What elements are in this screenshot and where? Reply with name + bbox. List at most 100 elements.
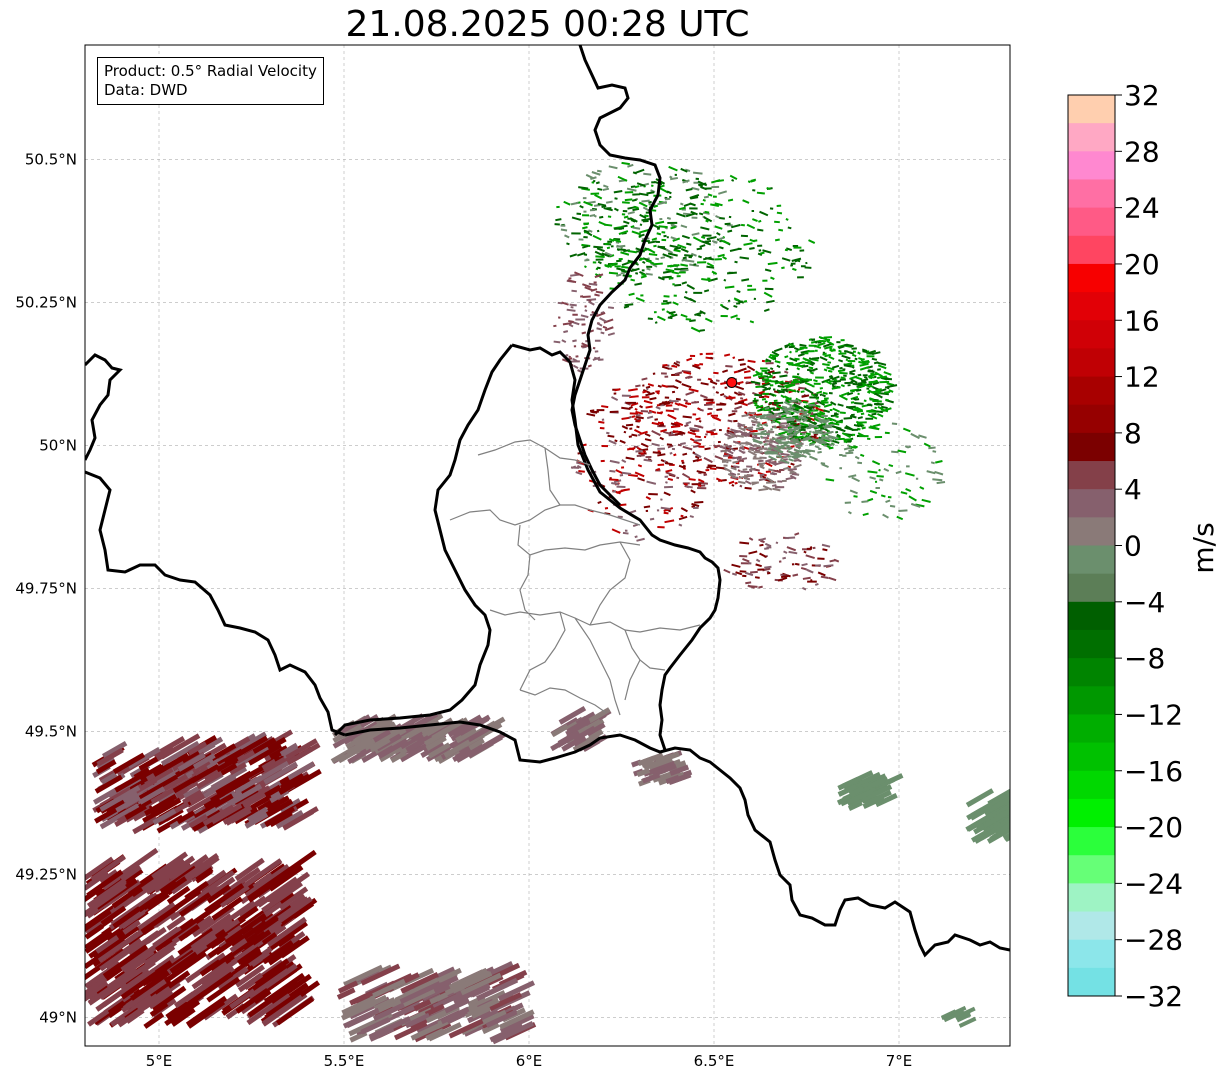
echo-pixel <box>730 314 738 319</box>
echo-streak <box>120 864 142 882</box>
echo-pixel <box>773 399 778 403</box>
echo-pixel <box>936 480 946 485</box>
echo-pixel <box>764 542 772 548</box>
echo-pixel <box>751 423 756 426</box>
echo-pixel <box>866 437 871 440</box>
echo-pixel <box>773 419 781 424</box>
echo-pixel <box>932 450 937 453</box>
echo-pixel <box>704 403 713 407</box>
echo-pixel <box>906 465 910 468</box>
echo-pixel <box>802 400 808 404</box>
echo-pixel <box>639 257 644 260</box>
echo-streak <box>499 1013 535 1034</box>
echo-pixel <box>766 481 777 484</box>
echo-pixel <box>813 413 818 416</box>
echo-pixel <box>633 428 642 435</box>
echo-streak <box>199 749 235 773</box>
echo-pixel <box>621 261 630 267</box>
echo-pixel <box>690 196 699 200</box>
echo-pixel <box>621 394 631 397</box>
echo-pixel <box>673 421 681 426</box>
echo-pixel <box>796 376 805 381</box>
echo-pixel <box>743 300 748 303</box>
echo-pixel <box>621 213 626 216</box>
echo-streak <box>92 785 122 805</box>
echo-pixel <box>737 367 747 373</box>
echo-pixel <box>849 489 858 495</box>
echo-streak <box>138 756 159 771</box>
echo-pixel <box>644 438 652 442</box>
echo-pixel <box>788 458 795 462</box>
echo-pixel <box>843 446 852 451</box>
echo-pixel <box>778 228 784 232</box>
echo-pixel <box>762 382 771 387</box>
echo-streak <box>566 717 591 734</box>
echo-pixel <box>825 478 835 482</box>
echo-pixel <box>805 261 808 265</box>
echo-streak <box>252 963 298 998</box>
echo-pixel <box>695 177 699 180</box>
radar-site-marker <box>726 376 738 388</box>
echo-pixel <box>659 421 664 425</box>
echo-pixel <box>781 405 788 409</box>
echo-pixel <box>689 437 695 442</box>
echo-pixel <box>709 467 717 470</box>
echo-pixel <box>681 234 690 240</box>
echo-streak <box>246 992 291 1026</box>
echo-pixel <box>774 360 781 364</box>
echo-pixel <box>643 172 652 176</box>
echo-pixel <box>740 223 746 227</box>
echo-pixel <box>792 409 799 414</box>
echo-streak <box>123 868 144 885</box>
echo-pixel <box>800 390 805 393</box>
echo-pixel <box>788 550 798 555</box>
echo-pixel <box>747 288 757 291</box>
echo-pixel <box>828 355 835 361</box>
echo-pixel <box>671 271 680 275</box>
echo-pixel <box>609 459 620 464</box>
echo-pixel <box>865 417 874 420</box>
colorbar-swatch <box>1068 235 1115 265</box>
echo-pixel <box>791 437 796 441</box>
canton-borders <box>449 439 701 716</box>
echo-pixel <box>599 426 605 430</box>
echo-streak <box>372 1002 405 1022</box>
echo-pixel <box>802 357 812 363</box>
echo-pixel <box>746 223 756 230</box>
echo-pixel <box>575 471 583 476</box>
echo-pixel <box>669 175 673 179</box>
echo-streak <box>837 784 857 797</box>
echo-pixel <box>693 444 700 448</box>
echo-pixel <box>556 205 560 209</box>
national-border-france-belgium <box>85 470 346 737</box>
echo-pixel <box>583 265 587 269</box>
echo-pixel <box>867 413 878 420</box>
echo-pixel <box>769 410 775 415</box>
echo-pixel <box>786 435 790 439</box>
echo-streak <box>400 972 439 994</box>
echo-pixel <box>766 477 774 483</box>
echo-pixel <box>680 263 689 267</box>
echo-pixel <box>601 252 611 258</box>
echo-streak <box>498 1009 535 1030</box>
echo-pixel <box>647 259 655 265</box>
echo-pixel <box>597 260 602 265</box>
echo-pixel <box>715 416 720 421</box>
echo-streak <box>112 847 159 882</box>
echo-pixel <box>643 505 651 509</box>
echo-pixel <box>791 563 795 566</box>
echo-pixel <box>779 458 790 464</box>
echo-streak <box>160 733 201 760</box>
echo-streak <box>360 963 401 986</box>
echo-pixel <box>646 480 657 485</box>
echo-pixel <box>855 376 863 381</box>
echo-pixel <box>707 193 713 197</box>
echo-pixel <box>630 278 636 282</box>
echo-pixel <box>609 410 619 414</box>
echo-pixel <box>685 485 693 489</box>
echo-pixel <box>601 445 609 448</box>
echo-pixel <box>632 193 640 196</box>
echo-pixel <box>635 272 639 275</box>
echo-streak <box>134 768 175 794</box>
echo-pixel <box>727 299 731 303</box>
